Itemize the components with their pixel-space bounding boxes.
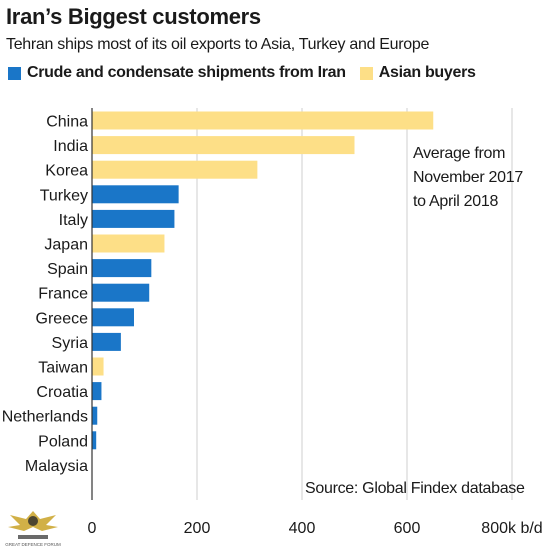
source-note: Source: Global Findex database: [305, 480, 525, 497]
legend-label-iran: Crude and condensate shipments from Iran: [27, 64, 346, 81]
bar-india: [92, 136, 355, 155]
category-label: Italy: [59, 212, 88, 229]
x-tick-label: 600: [394, 520, 421, 537]
legend-swatch-iran: [8, 66, 21, 80]
category-label: Greece: [36, 310, 89, 327]
bar-japan: [92, 234, 165, 253]
legend-item-iran: Crude and condensate shipments from Iran: [8, 64, 346, 82]
bar-greece: [92, 308, 134, 327]
category-label: Turkey: [40, 187, 88, 204]
category-label: Netherlands: [2, 409, 88, 426]
category-label: Taiwan: [38, 360, 88, 377]
category-label: Korea: [45, 163, 88, 180]
category-label: India: [53, 138, 88, 155]
x-tick-label: 200: [184, 520, 211, 537]
legend-swatch-asian: [359, 66, 373, 80]
bar-france: [92, 283, 150, 302]
bar-china: [92, 111, 434, 130]
bar-korea: [92, 160, 258, 179]
bar-turkey: [92, 185, 179, 204]
bar-spain: [92, 259, 152, 278]
x-tick-label: 0: [88, 520, 97, 537]
chart-title: Iran’s Biggest customers: [6, 4, 261, 29]
bar-croatia: [92, 382, 102, 401]
category-label: Spain: [47, 261, 88, 278]
category-label: China: [46, 114, 88, 131]
legend-item-asian: Asian buyers: [359, 64, 476, 82]
bar-netherlands: [92, 406, 98, 425]
bar-italy: [92, 209, 175, 228]
category-label: France: [38, 286, 88, 303]
category-label: Japan: [44, 237, 88, 254]
chart-note: Average from November 2017 to April 2018: [413, 145, 523, 210]
bar-taiwan: [92, 357, 104, 376]
category-label: Poland: [38, 433, 88, 450]
x-tick-label: 800k b/d: [481, 520, 542, 537]
category-label: Croatia: [36, 384, 88, 401]
legend: Crude and condensate shipments from Iran…: [8, 64, 490, 82]
legend-label-asian: Asian buyers: [378, 64, 476, 81]
bar-syria: [92, 332, 121, 351]
category-label: Malaysia: [25, 458, 88, 475]
eagle-emblem-icon: GREAT DEFENCE FORUM: [5, 511, 61, 547]
chart-subtitle: Tehran ships most of its oil exports to …: [6, 36, 430, 53]
logo-text: GREAT DEFENCE FORUM: [5, 542, 61, 547]
category-label: Syria: [52, 335, 89, 352]
x-tick-label: 400: [289, 520, 316, 537]
bar-poland: [92, 431, 97, 450]
